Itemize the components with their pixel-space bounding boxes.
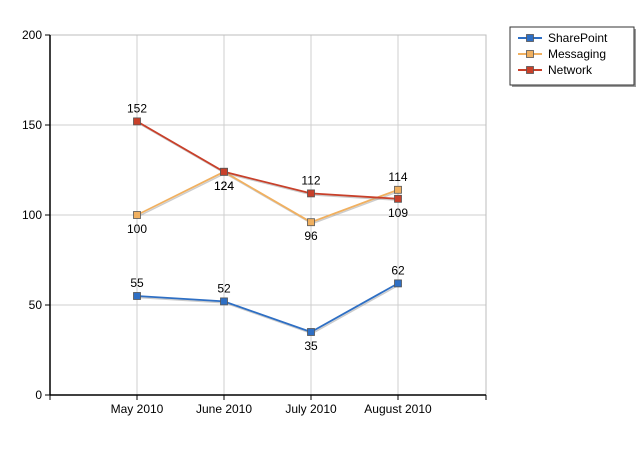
legend-marker — [526, 34, 534, 42]
data-point — [394, 185, 402, 194]
x-tick-label: August 2010 — [364, 402, 432, 416]
y-tick-label: 150 — [22, 118, 42, 132]
legend-label: Network — [548, 63, 593, 77]
legend-marker — [526, 66, 534, 74]
series-lines — [136, 120, 400, 335]
series-line-shadow — [137, 284, 400, 335]
data-label: 124 — [214, 179, 234, 193]
data-label: 100 — [127, 222, 147, 236]
data-label: 112 — [301, 173, 320, 187]
y-tick-label: 200 — [22, 28, 42, 42]
series-line-network — [136, 120, 399, 200]
data-point — [394, 194, 402, 203]
legend-label: Messaging — [548, 47, 606, 61]
data-label: 52 — [217, 281, 231, 295]
data-point — [220, 167, 228, 176]
data-point — [133, 292, 141, 300]
x-axis-ticks: May 2010 June 2010 July 2010 August 2010 — [49, 395, 487, 416]
series-line-messaging — [136, 170, 399, 224]
data-label: 152 — [127, 101, 147, 115]
data-label: 96 — [304, 229, 318, 243]
data-point — [220, 297, 228, 306]
y-tick-label: 50 — [29, 298, 43, 312]
data-point — [394, 279, 402, 288]
data-point — [307, 218, 315, 227]
data-point — [133, 117, 141, 126]
y-axis-ticks: 0 50 100 150 200 — [22, 28, 50, 402]
legend: SharePoint Messaging Network — [509, 26, 636, 87]
y-tick-label: 100 — [22, 208, 42, 222]
x-tick-label: July 2010 — [285, 402, 337, 416]
data-label: 62 — [391, 263, 405, 277]
data-label: 109 — [388, 206, 408, 220]
series-points — [133, 117, 402, 336]
legend-marker — [526, 50, 534, 58]
data-point — [133, 211, 141, 219]
data-label: 124 — [214, 179, 234, 193]
data-label: 55 — [130, 276, 144, 290]
data-label: 35 — [304, 339, 318, 353]
y-tick-label: 0 — [35, 388, 42, 402]
data-label: 114 — [388, 170, 407, 184]
data-point — [307, 328, 315, 336]
series-line-sharepoint — [136, 282, 399, 333]
x-tick-label: May 2010 — [111, 402, 164, 416]
x-tick-label: June 2010 — [196, 402, 252, 416]
legend-label: SharePoint — [548, 31, 608, 45]
data-point — [307, 189, 315, 198]
